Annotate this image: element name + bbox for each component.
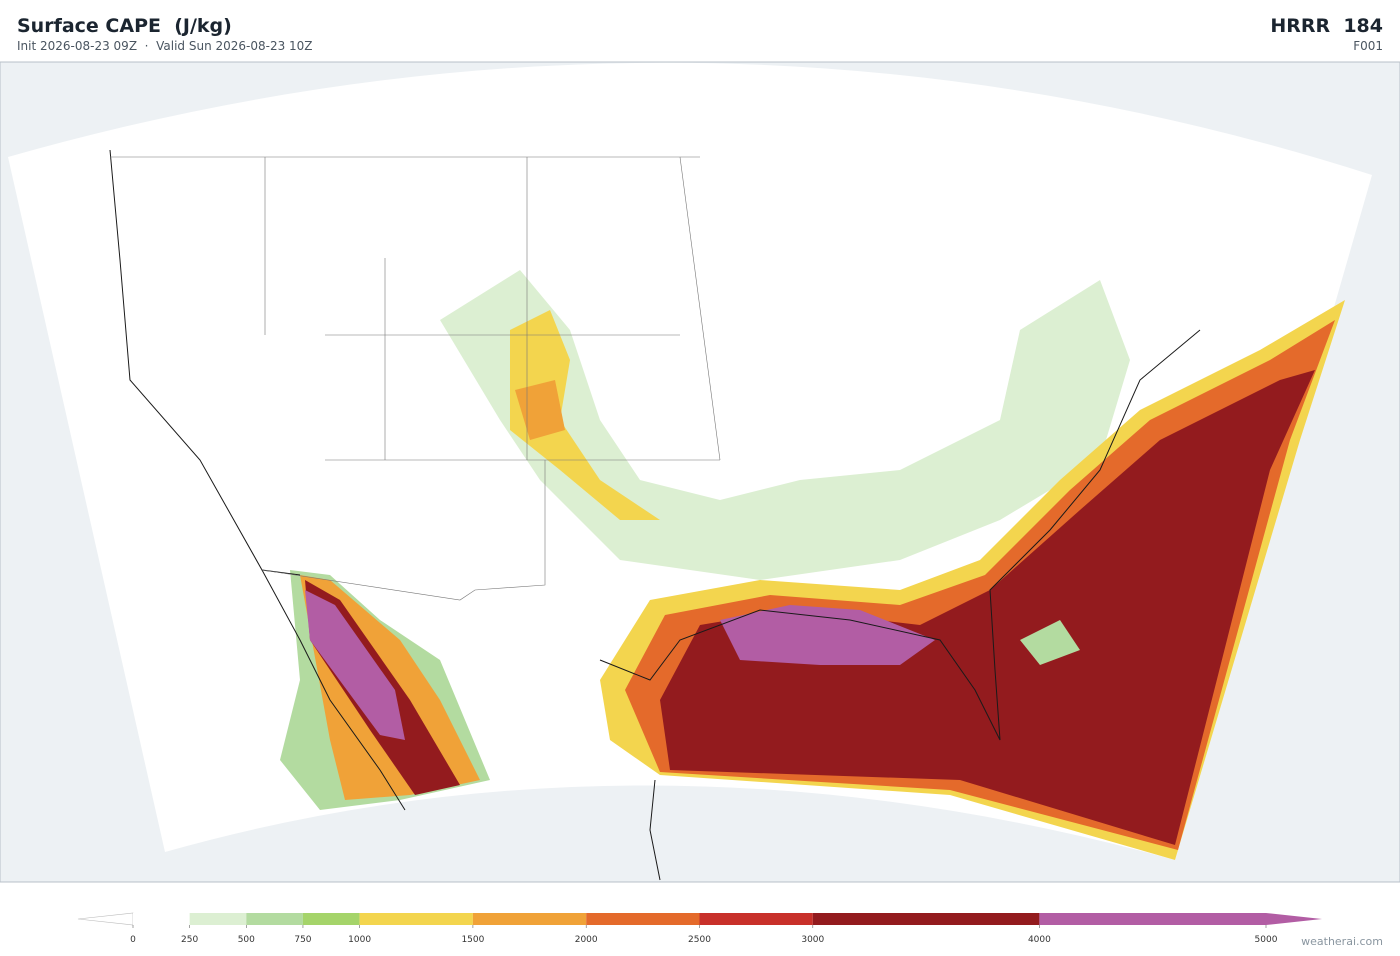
colorbar-extend-low (77, 912, 134, 926)
map-title: Surface CAPE (J/kg) (17, 15, 232, 37)
colorbar-tick-label: 3000 (801, 935, 824, 945)
colorbar-bin (472, 913, 587, 925)
colorbar-tick-label: 5000 (1255, 935, 1278, 945)
colorbar-tick-label: 500 (238, 935, 255, 945)
colorbar-tick-label: 2500 (688, 935, 711, 945)
colorbar-bin (246, 913, 303, 925)
state-borders (110, 156, 721, 601)
colorbar-bin (1039, 913, 1266, 925)
colorbar-tick-label: 1000 (348, 935, 371, 945)
cape-field (280, 270, 1345, 860)
colorbar-tick-label: 250 (181, 935, 198, 945)
colorbar-bin (699, 913, 813, 925)
colorbar-bin (359, 913, 473, 925)
coastlines (109, 149, 1201, 881)
colorbar-tick-label: 0 (130, 935, 136, 945)
colorbar-extend-high (1266, 913, 1322, 925)
colorbar-bin (189, 913, 247, 925)
credit: weatherai.com (1301, 935, 1383, 948)
colorbar-bin (133, 913, 190, 925)
colorbar-bin (812, 913, 1040, 925)
map-subtitle: Init 2026-08-23 09Z · Valid Sun 2026-08-… (17, 39, 313, 53)
colorbar-bin (586, 913, 700, 925)
forecast-hour: F001 (1353, 39, 1383, 53)
colorbar-tick-label: 4000 (1028, 935, 1051, 945)
colorbar-tick-label: 2000 (575, 935, 598, 945)
colorbar-tick-label: 750 (294, 935, 311, 945)
colorbar-bin (302, 913, 360, 925)
colorbar-tick-label: 1500 (461, 935, 484, 945)
model-name: HRRR 184 (1270, 15, 1383, 37)
